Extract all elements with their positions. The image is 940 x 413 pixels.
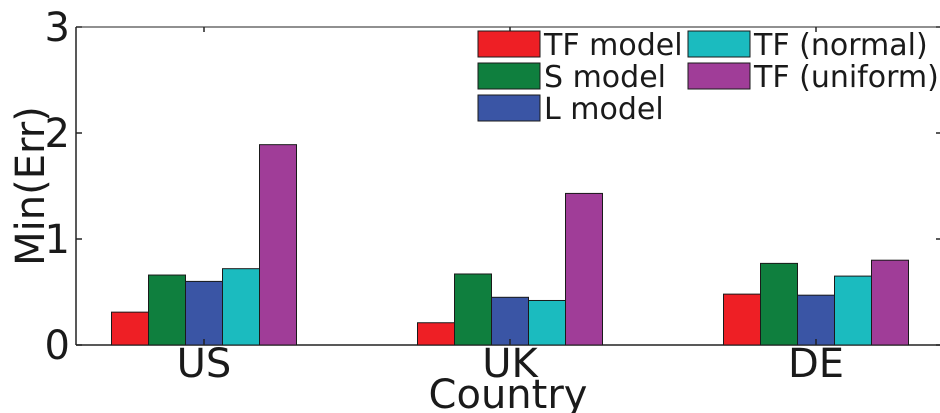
bar-de-1 <box>760 262 798 346</box>
bar-us-3 <box>222 268 260 346</box>
x-tick-label: UK <box>482 341 539 387</box>
legend-label: L model <box>544 92 664 127</box>
x-ticks: US UK DE <box>177 27 844 387</box>
legend-label: TF (uniform) <box>753 60 939 95</box>
bar-de-4 <box>871 259 909 346</box>
legend-swatch <box>477 94 541 122</box>
legend-swatch <box>477 62 541 90</box>
y-axis-title: Min(Err) <box>8 106 54 266</box>
legend-label: TF model <box>543 28 683 63</box>
legend-label: TF (normal) <box>753 28 928 63</box>
y-tick-label: 1 <box>45 217 70 263</box>
x-tick-label: DE <box>788 341 844 387</box>
legend-swatch <box>687 30 751 58</box>
bar-us-4 <box>259 144 297 346</box>
legend-swatch <box>477 30 541 58</box>
legend-label: S model <box>544 60 666 95</box>
legend-swatch <box>687 62 751 90</box>
bar-de-3 <box>834 275 872 346</box>
bars <box>111 144 909 346</box>
bar-uk-4 <box>565 192 603 346</box>
bar-us-1 <box>148 274 186 346</box>
bar-de-0 <box>723 293 761 346</box>
x-tick-label: US <box>177 341 232 387</box>
bar-uk-3 <box>528 299 566 346</box>
bar-uk-2 <box>491 296 529 346</box>
bar-us-0 <box>111 311 149 346</box>
y-ticks: 0 1 2 3 <box>45 5 940 369</box>
bar-uk-1 <box>454 273 492 346</box>
bar-us-2 <box>185 280 223 346</box>
bar-de-2 <box>797 294 835 346</box>
y-tick-label: 3 <box>45 5 70 51</box>
x-axis-title: Country <box>429 372 588 413</box>
y-tick-label: 2 <box>45 111 70 157</box>
bar-uk-0 <box>417 322 455 346</box>
y-tick-label: 0 <box>45 323 70 369</box>
